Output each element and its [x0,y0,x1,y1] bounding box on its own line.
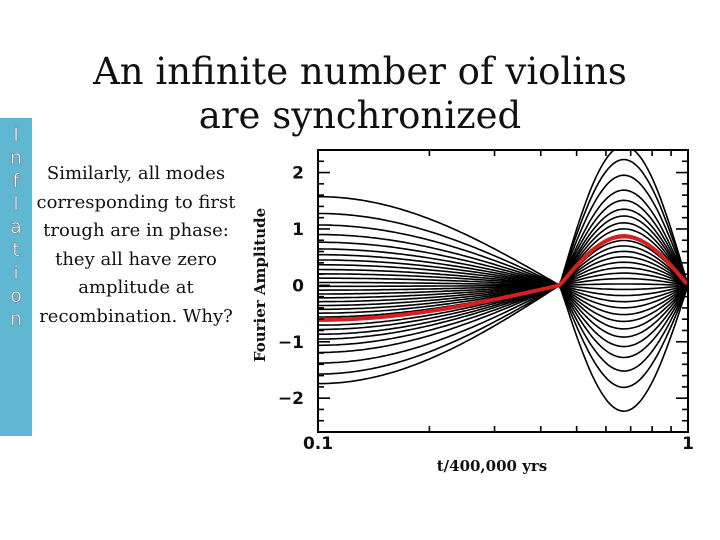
mode-line [318,158,688,375]
y-tick-label: 1 [292,220,304,240]
vertical-letter: o [10,285,22,308]
mode-lines [318,150,688,413]
vertical-letter: a [10,216,22,239]
y-axis-label-group: Fourier Amplitude [251,208,269,362]
vertical-letter: n [9,308,23,331]
mode-line [318,233,688,359]
vertical-letter: l [13,193,19,216]
vertical-letter: t [12,239,20,262]
mode-line [318,259,688,323]
mode-line [318,248,688,338]
mode-line [318,263,688,316]
vertical-word: I n f l a t i o n [0,124,32,331]
mode-line [318,261,688,303]
mode-line [318,272,688,295]
mode-line [318,208,688,340]
mode-line [318,150,688,385]
mode-line [318,277,688,291]
mode-line [318,212,688,389]
highlighted-mode-line [318,234,688,322]
y-axis-label: Fourier Amplitude [251,208,269,362]
axis-ticks: 2 1 0 −1 −2 0.1 1 [278,149,694,454]
x-axis-label: t/400,000 yrs [437,457,548,475]
mode-line [318,215,688,336]
mode-line [318,268,688,309]
mode-line [318,250,688,311]
plot-frame [317,149,689,433]
mode-line [318,174,688,364]
mode-line [318,224,688,372]
mode-line [318,221,688,331]
vertical-letter: i [13,262,19,285]
mode-line [318,266,688,299]
y-tick-label: −2 [278,389,304,409]
slide-title: An infinite number of violins are synchr… [93,50,627,137]
x-tick-label: 0.1 [303,434,333,454]
mode-line [318,277,688,297]
body-text: Similarly, all modes corresponding to fi… [36,163,236,327]
mode-line [318,245,688,314]
mode-line [318,195,688,413]
vertical-letter: n [9,147,23,170]
mode-line [318,281,688,291]
side-stripe [0,118,32,436]
vertical-letter: f [12,170,20,193]
mode-line [318,189,688,354]
mode-line [318,253,688,330]
y-tick-label: 2 [292,164,304,184]
mode-line [318,241,688,348]
mode-line [318,256,688,307]
vertical-letter: I [13,124,19,147]
mode-line [318,273,688,303]
mode-line [318,283,688,288]
x-tick-label: 1 [682,434,694,454]
mode-line [318,199,688,347]
fourier-amplitude-chart: Fourier Amplitude 2 1 0 −1 −2 0.1 1 t/400,000 … [251,149,694,475]
y-tick-label: 0 [292,276,304,296]
y-tick-label: −1 [278,333,304,353]
